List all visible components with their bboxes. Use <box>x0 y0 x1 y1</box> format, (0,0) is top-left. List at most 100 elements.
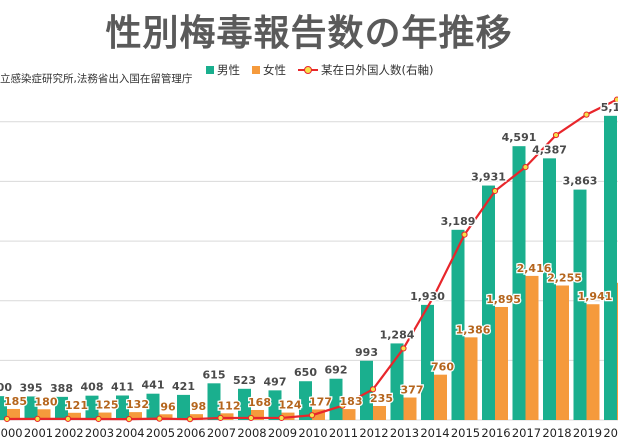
label-female-2007: 112 <box>218 399 241 412</box>
label-male-2008: 523 <box>233 374 256 387</box>
label-male-2011: 692 <box>325 364 348 377</box>
label-female-2017: 2,416 <box>517 262 552 275</box>
label-male-2017: 4,591 <box>502 131 537 144</box>
x-tick-2020: 2020 <box>603 426 618 440</box>
x-tick-2009: 2009 <box>268 426 297 440</box>
label-male-2013: 1,284 <box>380 328 415 341</box>
legend-male-swatch <box>206 66 214 74</box>
bar-male-2002 <box>55 396 68 420</box>
bar-female-2017 <box>525 275 539 420</box>
legend-line: 某在日外国人数(右軸) <box>298 62 433 78</box>
x-tick-2011: 2011 <box>329 426 358 440</box>
bar-male-2005 <box>146 393 160 420</box>
bar-female-2006 <box>190 414 203 420</box>
bar-female-2000 <box>7 408 20 420</box>
x-tick-2017: 2017 <box>512 426 541 440</box>
bar-female-2019 <box>586 304 600 420</box>
bar-female-2012 <box>373 405 386 420</box>
label-male-2006: 421 <box>172 380 195 393</box>
line-point-2019 <box>583 111 590 118</box>
bar-male-2001 <box>24 396 38 420</box>
x-tick-2006: 2006 <box>176 426 205 440</box>
bar-male-2018 <box>543 158 556 420</box>
label-female-2006: 98 <box>191 400 206 413</box>
label-male-2015: 3,189 <box>441 215 476 228</box>
bar-female-2010 <box>312 409 325 420</box>
label-female-2014: 760 <box>431 361 454 374</box>
line-point-2004 <box>125 416 133 423</box>
legend: 男性 女性 某在日外国人数(右軸) <box>206 62 445 78</box>
label-female-2012: 235 <box>370 392 393 405</box>
bar-female-2018 <box>556 285 569 420</box>
line-point-2018 <box>552 131 560 139</box>
bar-female-2005 <box>159 414 173 420</box>
label-male-2020: 5,1 <box>601 101 618 114</box>
bar-male-2020 <box>604 115 617 421</box>
label-female-2001: 180 <box>35 395 58 408</box>
legend-female: 女性 <box>252 62 286 78</box>
foreigner-line <box>3 96 618 423</box>
bar-female-2007 <box>220 413 234 420</box>
label-male-2004: 411 <box>111 380 134 393</box>
line-point-2012 <box>369 386 377 393</box>
label-male-2002: 388 <box>50 382 73 395</box>
bar-male-2000 <box>0 396 7 420</box>
legend-male: 男性 <box>206 62 240 78</box>
line-point-2016 <box>491 187 499 195</box>
x-tick-2013: 2013 <box>390 426 419 440</box>
x-tick-2019: 2019 <box>573 426 602 440</box>
label-female-2013: 377 <box>401 384 424 397</box>
line-point-2011 <box>339 402 346 409</box>
bar-male-2012 <box>360 360 373 420</box>
x-tick-2005: 2005 <box>146 426 175 440</box>
label-female-2011: 183 <box>340 395 363 408</box>
legend-female-swatch <box>252 66 260 74</box>
x-tick-2016: 2016 <box>481 426 510 440</box>
bar-female-2002 <box>68 412 81 420</box>
bar-female-2008 <box>251 409 264 420</box>
label-female-2005: 96 <box>160 400 176 413</box>
label-female-2009: 124 <box>279 399 302 412</box>
legend-male-label: 男性 <box>217 63 240 77</box>
x-tick-2007: 2007 <box>207 426 236 440</box>
x-tick-2001: 2001 <box>24 426 53 440</box>
bar-male-2003 <box>85 395 99 420</box>
label-male-2005: 441 <box>142 379 165 392</box>
bar-female-2016 <box>495 306 508 420</box>
male-bars <box>0 115 617 421</box>
label-female-2018: 2,255 <box>547 272 582 285</box>
bar-male-2008 <box>238 388 251 420</box>
label-male-2007: 615 <box>203 368 226 381</box>
bar-female-2003 <box>98 412 112 420</box>
x-axis-ticks: 2000200120022003200420052006200720082009… <box>0 426 618 440</box>
label-male-2012: 993 <box>355 346 378 359</box>
bar-male-2010 <box>299 381 312 420</box>
line-point-2017 <box>522 164 529 171</box>
line-point-2013 <box>400 345 407 352</box>
label-male-2000: 400 <box>0 381 12 394</box>
bar-male-2015 <box>451 229 465 420</box>
x-tick-2015: 2015 <box>451 426 480 440</box>
female-bars <box>7 275 618 420</box>
label-female-2015: 1,386 <box>456 323 491 336</box>
bar-male-2006 <box>177 394 190 420</box>
line-point-2020 <box>613 96 618 103</box>
line-point-2009 <box>278 414 285 422</box>
bar-male-2017 <box>512 146 526 421</box>
label-male-2019: 3,863 <box>563 175 598 188</box>
x-tick-2012: 2012 <box>359 426 388 440</box>
line-path <box>6 98 618 421</box>
x-tick-2018: 2018 <box>542 426 571 440</box>
line-point-2001 <box>34 415 41 423</box>
x-tick-2000: 2000 <box>0 426 23 440</box>
label-male-2010: 650 <box>294 366 317 379</box>
bar-female-2014 <box>434 374 447 420</box>
label-female-2010: 177 <box>309 395 332 408</box>
bar-male-2004 <box>116 395 129 420</box>
line-point-2000 <box>3 415 11 423</box>
label-male-2001: 395 <box>20 381 43 394</box>
bar-female-2013 <box>403 397 417 420</box>
label-female-2000: 185 <box>4 395 27 408</box>
bar-male-2013 <box>390 343 404 420</box>
